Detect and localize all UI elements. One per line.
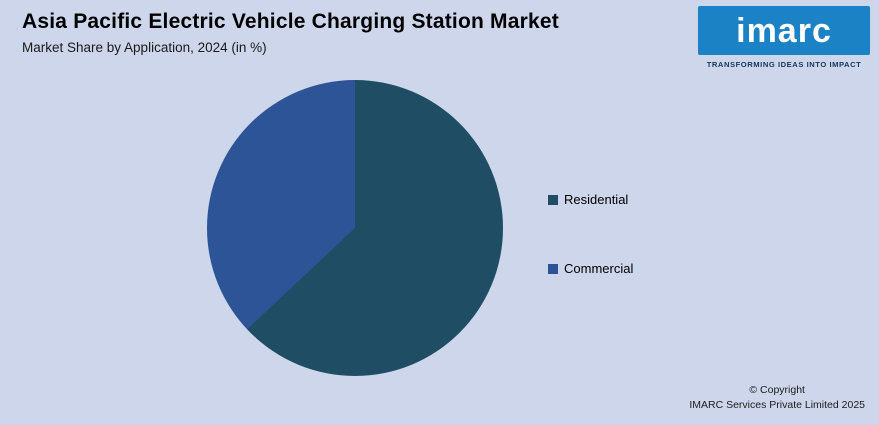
- copyright-line: © Copyright: [749, 383, 805, 396]
- legend-item-residential: Residential: [548, 192, 633, 207]
- imarc-logo-tagline: TRANSFORMING IDEAS INTO IMPACT: [706, 60, 862, 69]
- copyright-footer: © Copyright IMARC Services Private Limit…: [689, 383, 865, 413]
- imarc-logo-box: imarc: [698, 6, 870, 55]
- chart-legend: Residential Commercial: [548, 192, 633, 276]
- chart-subtitle: Market Share by Application, 2024 (in %): [22, 40, 267, 55]
- company-line: IMARC Services Private Limited 2025: [689, 398, 865, 411]
- chart-header: Asia Pacific Electric Vehicle Charging S…: [22, 10, 559, 55]
- legend-swatch-residential: [548, 194, 558, 205]
- legend-label-commercial: Commercial: [564, 261, 634, 276]
- imarc-logo: imarc TRANSFORMING IDEAS INTO IMPACT: [698, 6, 870, 69]
- legend-label-residential: Residential: [564, 192, 629, 207]
- page-title: Asia Pacific Electric Vehicle Charging S…: [22, 10, 559, 33]
- imarc-logo-text: imarc: [736, 11, 832, 50]
- pie-chart: [207, 80, 503, 376]
- legend-item-commercial: Commercial: [548, 261, 633, 276]
- legend-swatch-commercial: [548, 263, 558, 274]
